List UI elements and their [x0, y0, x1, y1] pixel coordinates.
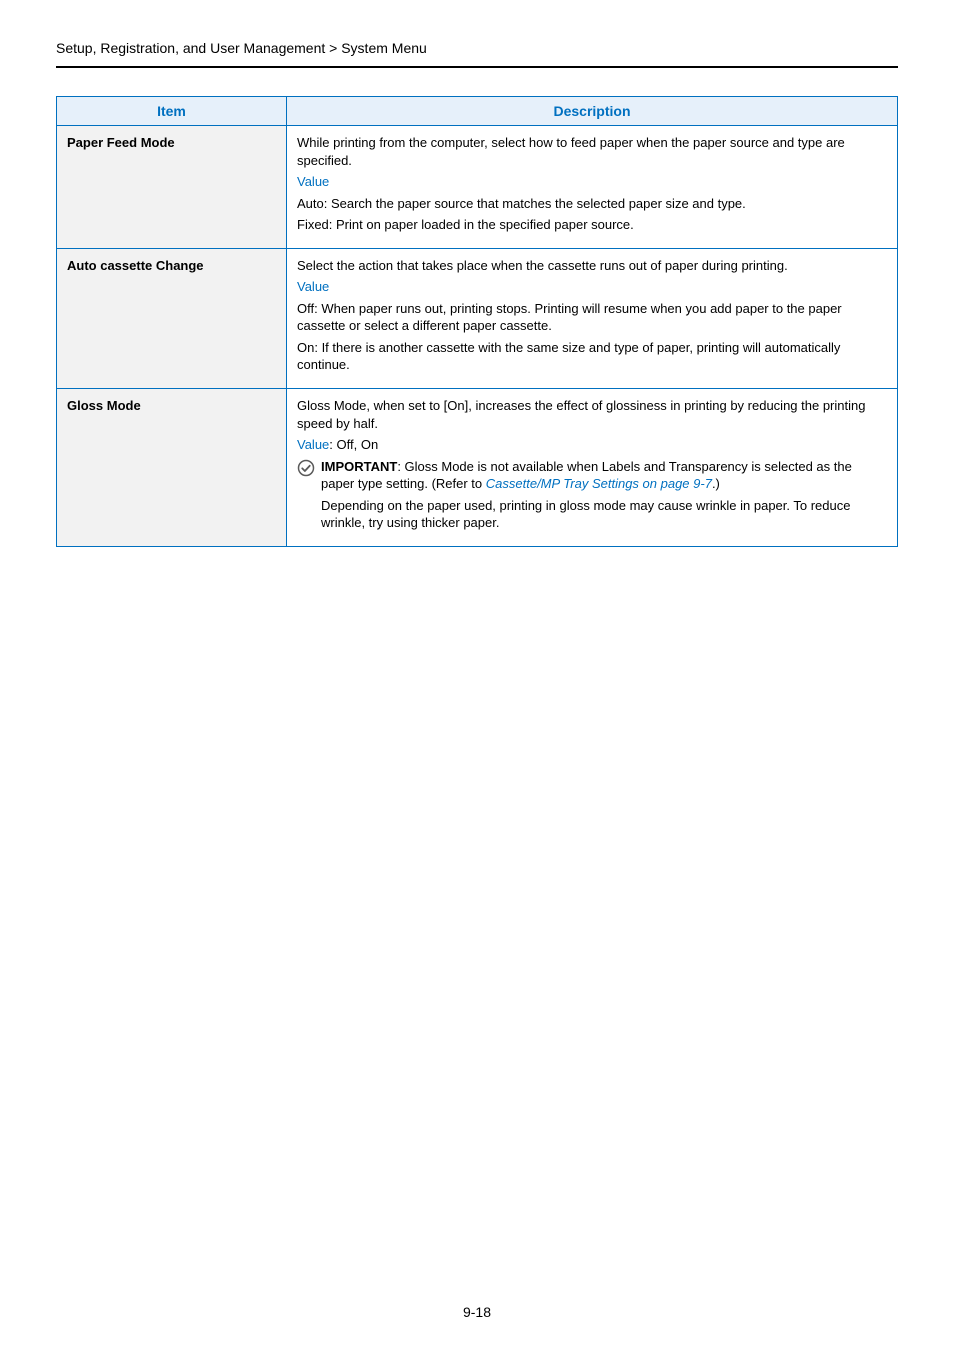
- header-description: Description: [287, 97, 898, 126]
- value-line: Value: Off, On: [297, 436, 887, 454]
- description-text: While printing from the computer, select…: [297, 134, 887, 169]
- value-label: Value: [297, 437, 329, 452]
- description-cell: While printing from the computer, select…: [287, 126, 898, 249]
- header-item: Item: [57, 97, 287, 126]
- description-text: On: If there is another cassette with th…: [297, 339, 887, 374]
- table-row: Gloss Mode Gloss Mode, when set to [On],…: [57, 389, 898, 547]
- important-block: IMPORTANT: Gloss Mode is not available w…: [297, 458, 887, 536]
- cross-reference-link[interactable]: Cassette/MP Tray Settings on page 9-7: [486, 476, 712, 491]
- page-number: 9-18: [0, 1304, 954, 1320]
- important-paragraph: Depending on the paper used, printing in…: [321, 497, 887, 532]
- table-row: Auto cassette Change Select the action t…: [57, 248, 898, 388]
- important-paragraph: IMPORTANT: Gloss Mode is not available w…: [321, 458, 887, 493]
- description-cell: Select the action that takes place when …: [287, 248, 898, 388]
- value-options: : Off, On: [329, 437, 378, 452]
- item-cell: Gloss Mode: [57, 389, 287, 547]
- check-circle-icon: [297, 459, 315, 477]
- description-cell: Gloss Mode, when set to [On], increases …: [287, 389, 898, 547]
- settings-table: Item Description Paper Feed Mode While p…: [56, 96, 898, 547]
- item-cell: Paper Feed Mode: [57, 126, 287, 249]
- table-row: Paper Feed Mode While printing from the …: [57, 126, 898, 249]
- description-text: Select the action that takes place when …: [297, 257, 887, 275]
- breadcrumb: Setup, Registration, and User Management…: [56, 40, 898, 68]
- description-text: Off: When paper runs out, printing stops…: [297, 300, 887, 335]
- value-label: Value: [297, 173, 887, 191]
- important-text: .): [712, 476, 720, 491]
- value-label: Value: [297, 278, 887, 296]
- description-text: Auto: Search the paper source that match…: [297, 195, 887, 213]
- description-text: Fixed: Print on paper loaded in the spec…: [297, 216, 887, 234]
- item-cell: Auto cassette Change: [57, 248, 287, 388]
- description-text: Gloss Mode, when set to [On], increases …: [297, 397, 887, 432]
- important-label: IMPORTANT: [321, 459, 397, 474]
